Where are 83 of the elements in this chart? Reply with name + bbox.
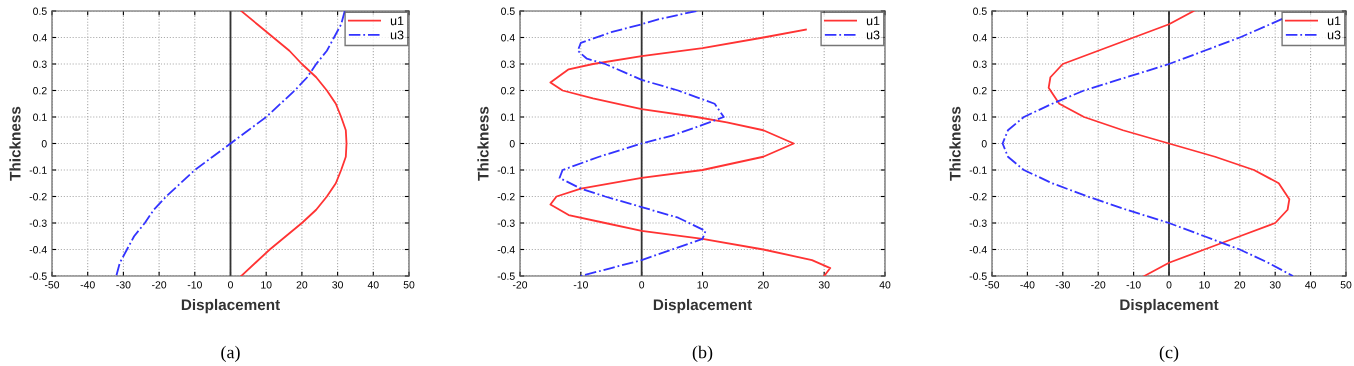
x-tick-label: -40 bbox=[80, 281, 95, 289]
x-tick-label: 0 bbox=[639, 281, 645, 289]
y-tick-label: -0.5 bbox=[969, 272, 987, 280]
y-tick-label: -0.5 bbox=[29, 272, 47, 280]
text: (c) bbox=[1159, 345, 1179, 362]
x-tick-label: -40 bbox=[1020, 281, 1035, 289]
y-tick-label: -0.1 bbox=[29, 166, 47, 174]
x-tick-label: -20 bbox=[152, 281, 167, 289]
text: (a) bbox=[221, 345, 240, 362]
y-tick-label: 0.4 bbox=[973, 34, 987, 42]
y-tick-label: 0.4 bbox=[33, 34, 47, 42]
line-series bbox=[115, 11, 346, 276]
y-tick-label: -0.4 bbox=[969, 246, 987, 254]
y-tick-label: 0.2 bbox=[33, 87, 47, 95]
y-tick-label: 0.1 bbox=[33, 113, 47, 121]
y-tick-label: -0.3 bbox=[969, 219, 987, 227]
x-tick-label: 40 bbox=[367, 281, 379, 289]
y-tick-label: -0.4 bbox=[497, 246, 515, 254]
legend-label: u3 bbox=[866, 30, 880, 40]
text: (b) bbox=[692, 345, 713, 362]
y-tick-label: 0.1 bbox=[501, 113, 515, 121]
line-series bbox=[1001, 18, 1294, 276]
x-tick-label: 20 bbox=[296, 281, 308, 289]
y-tick-label: 0.3 bbox=[501, 60, 515, 68]
y-tick-label: 0.3 bbox=[33, 60, 47, 68]
x-tick-label: 50 bbox=[403, 281, 415, 289]
line-series bbox=[558, 11, 725, 276]
line-series bbox=[1047, 11, 1291, 276]
x-tick-label: -10 bbox=[573, 281, 588, 289]
y-axis-title: Thickness bbox=[477, 106, 489, 181]
x-tick-label: 50 bbox=[1340, 281, 1352, 289]
y-axis-title: Thickness bbox=[949, 106, 961, 181]
x-tick-label: 30 bbox=[1269, 281, 1281, 289]
y-tick-label: 0.4 bbox=[501, 34, 515, 42]
x-tick-label: 0 bbox=[1166, 281, 1172, 289]
y-tick-label: -0.1 bbox=[497, 166, 515, 174]
x-tick-label: 30 bbox=[332, 281, 343, 289]
x-tick-label: -50 bbox=[984, 281, 1000, 289]
y-tick-label: 0 bbox=[509, 140, 515, 148]
y-tick-label: 0.5 bbox=[973, 7, 987, 15]
y-tick-label: -0.3 bbox=[29, 219, 47, 227]
x-axis-title: Displacement bbox=[653, 298, 752, 314]
x-tick-label: -20 bbox=[1091, 281, 1106, 289]
y-tick-label: 0.2 bbox=[501, 87, 515, 95]
x-tick-label: 40 bbox=[1305, 281, 1316, 289]
y-tick-label: -0.3 bbox=[497, 219, 515, 227]
line-series bbox=[549, 28, 832, 276]
x-tick-label: 40 bbox=[879, 281, 891, 289]
x-tick-label: 0 bbox=[228, 281, 233, 289]
x-axis-title: Displacement bbox=[181, 298, 280, 314]
y-tick-label: -0.5 bbox=[497, 272, 515, 280]
y-tick-label: -0.2 bbox=[29, 193, 47, 201]
x-tick-label: 10 bbox=[697, 281, 708, 289]
y-tick-label: -0.2 bbox=[969, 193, 987, 201]
y-tick-label: -0.1 bbox=[969, 166, 987, 174]
x-tick-label: -20 bbox=[512, 281, 528, 289]
x-tick-label: 20 bbox=[1234, 281, 1246, 289]
legend-label: u1 bbox=[390, 16, 404, 26]
y-axis-title: Thickness bbox=[9, 106, 21, 181]
x-tick-label: 30 bbox=[818, 281, 830, 289]
x-tick-label: 10 bbox=[261, 281, 272, 289]
x-tick-label: 20 bbox=[758, 281, 769, 289]
x-tick-label: -50 bbox=[44, 281, 60, 289]
x-tick-label: -30 bbox=[1055, 281, 1070, 289]
legend-label: u1 bbox=[1327, 16, 1341, 26]
legend-label: u3 bbox=[1327, 30, 1341, 40]
y-tick-label: 0.3 bbox=[973, 60, 987, 68]
y-tick-label: 0 bbox=[981, 140, 987, 148]
y-tick-label: 0.1 bbox=[973, 113, 987, 121]
legend-label: u1 bbox=[866, 16, 880, 26]
y-tick-label: -0.2 bbox=[497, 193, 515, 201]
legend-label: u3 bbox=[390, 30, 404, 40]
y-tick-label: -0.4 bbox=[29, 246, 47, 254]
y-tick-label: 0 bbox=[41, 140, 47, 148]
y-tick-label: 0.2 bbox=[973, 87, 987, 95]
x-tick-label: 10 bbox=[1199, 281, 1210, 289]
y-tick-label: 0.5 bbox=[501, 7, 515, 15]
x-tick-label: -10 bbox=[1126, 281, 1141, 289]
x-tick-label: -30 bbox=[116, 281, 131, 289]
x-tick-label: -10 bbox=[187, 281, 202, 289]
y-tick-label: 0.5 bbox=[33, 7, 47, 15]
line-series bbox=[240, 11, 348, 276]
x-axis-title: Displacement bbox=[1120, 298, 1219, 314]
